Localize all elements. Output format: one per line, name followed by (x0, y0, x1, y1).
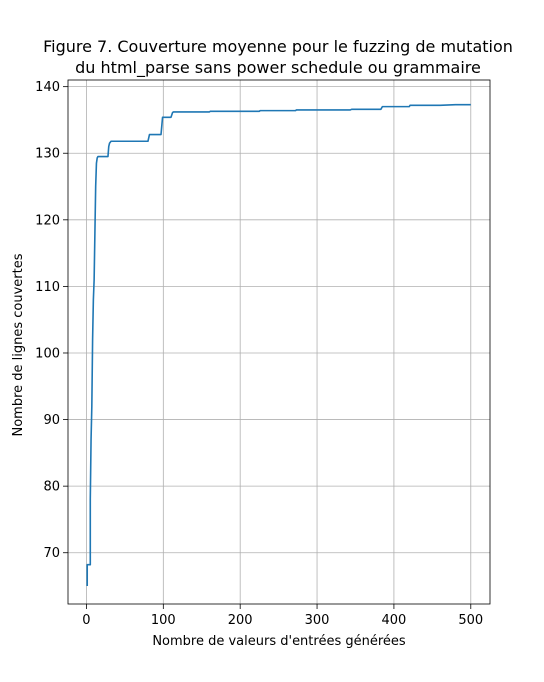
grid (68, 80, 490, 604)
x-tick-label: 500 (458, 613, 483, 628)
y-tick-label: 80 (43, 480, 60, 495)
y-tick-label: 140 (35, 80, 60, 95)
y-tick-label: 90 (43, 413, 60, 428)
x-tick-label: 200 (228, 613, 253, 628)
chart-title-line-1: Figure 7. Couverture moyenne pour le fuz… (43, 37, 513, 56)
y-axis-label: Nombre de lignes couvertes (11, 253, 26, 436)
y-tick-label: 130 (35, 147, 60, 162)
chart-title-line-2: du html_parse sans power schedule ou gra… (75, 58, 481, 78)
tick-labels: 0 100 200 300 400 500 70 80 90 100 110 120 130 140 (35, 80, 483, 628)
y-tick-label: 100 (35, 346, 60, 361)
plot-frame (67, 79, 491, 605)
y-tick-label: 110 (35, 280, 60, 295)
series-line-0 (86, 103, 471, 587)
x-tick-label: 0 (82, 613, 90, 628)
x-tick-label: 300 (305, 613, 330, 628)
x-tick-label: 400 (382, 613, 407, 628)
axes (63, 79, 491, 609)
x-tick-label: 100 (151, 613, 176, 628)
series-layer (86, 103, 471, 587)
x-axis-label: Nombre de valeurs d'entrées générées (152, 634, 406, 649)
y-tick-label: 70 (43, 546, 60, 561)
y-tick-label: 120 (35, 213, 60, 228)
